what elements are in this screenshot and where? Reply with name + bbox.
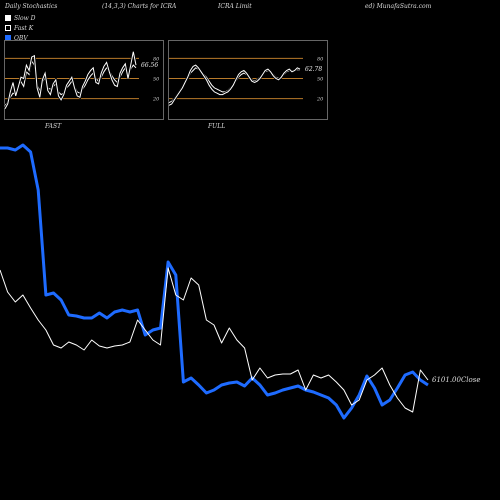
level-label-20: 20 [316, 97, 324, 103]
level-label-20: 20 [152, 97, 160, 103]
legend-label: OBV [14, 34, 28, 42]
fast-panel-label: FAST [45, 123, 62, 130]
panel-frame [4, 40, 164, 120]
legend-label: Slow D [14, 14, 36, 22]
level-label-80: 80 [317, 56, 324, 62]
current-value-label: 62.78 [305, 66, 322, 73]
chart-title-site: ed) MunafaSutra.com [365, 3, 432, 10]
close-price-label: 6101.00Close [432, 376, 481, 384]
level-label-80: 80 [153, 56, 160, 62]
slow-d-line [4, 59, 137, 106]
legend-item-fast-k: Fast K [5, 23, 36, 33]
current-value-label: 66.56 [141, 62, 158, 69]
price-line [0, 267, 429, 413]
legend-swatch [5, 25, 11, 31]
stoch-line-shadow [168, 63, 301, 107]
level-label-50: 50 [317, 77, 324, 83]
chart-title-name: ICRA Limit [218, 3, 252, 10]
full-panel-label: FULL [208, 123, 226, 130]
legend: Slow D Fast K OBV [5, 13, 36, 43]
chart-title-left: Daily Stochastics [5, 3, 58, 10]
level-label-50: 50 [153, 77, 160, 83]
legend-label: Fast K [14, 24, 34, 32]
fast-k-line [4, 51, 137, 109]
legend-item-slow-d: Slow D [5, 13, 36, 23]
obv-line [0, 143, 429, 420]
legend-swatch [5, 15, 11, 21]
fast-k-line [168, 64, 301, 106]
panel-frame [168, 40, 328, 120]
full-stochastic-panel: 20 50 80 62.78 [168, 40, 328, 120]
chart-title-params: (14,3,3) Charts for ICRA [102, 3, 177, 10]
obv-price-chart: 6101.00Close [0, 143, 481, 420]
